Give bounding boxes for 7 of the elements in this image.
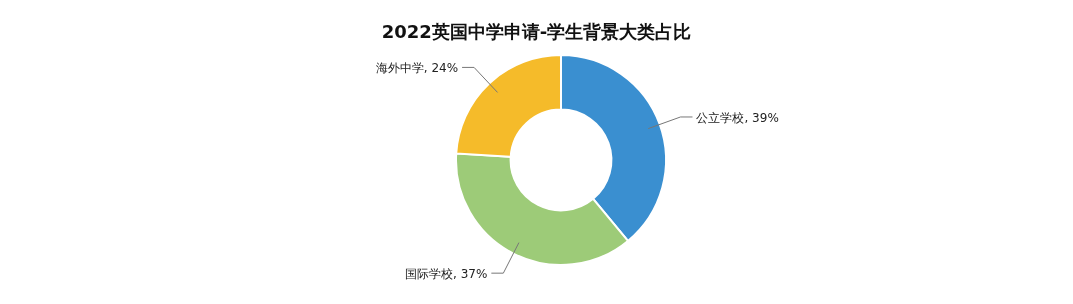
data-label: , 37% (453, 267, 488, 282)
slice-label: 国际学校 (405, 267, 454, 282)
data-label: , 39% (744, 110, 779, 125)
data-label: , 24% (423, 61, 459, 76)
slice-label: 海外中学 (375, 61, 424, 76)
slice-label: 公立学校 (696, 110, 745, 125)
chart-title: 2022英国中学申请-学生背景大类占比 (381, 21, 692, 42)
